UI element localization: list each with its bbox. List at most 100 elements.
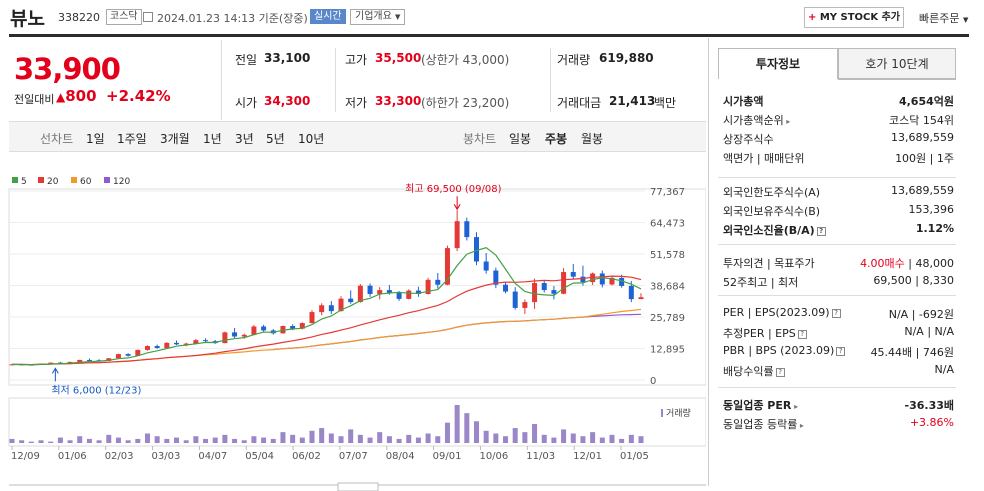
candle-body — [541, 283, 547, 291]
help-icon[interactable]: ? — [836, 347, 846, 356]
x-tick-label: 03/03 — [152, 451, 181, 462]
candle-body — [135, 349, 141, 356]
tab-invest-info[interactable]: 투자정보 — [718, 48, 838, 79]
legend-label: 5 — [21, 177, 27, 187]
volume-bar — [638, 436, 644, 443]
candle-body — [386, 290, 392, 294]
candle-body — [67, 361, 73, 364]
volume-bar — [348, 429, 354, 443]
info-label-text: 투자의견 | 목표주가 — [723, 257, 815, 270]
volume-bar — [454, 405, 460, 443]
x-tick-label: 09/01 — [433, 451, 462, 462]
period-10y[interactable]: 10년 — [298, 132, 325, 146]
candle-body — [425, 279, 431, 295]
help-icon[interactable]: ? — [831, 309, 841, 318]
y-tick-label: 38,684 — [650, 282, 685, 293]
info-value: 153,396 — [909, 203, 955, 216]
period-1y[interactable]: 1년 — [203, 132, 222, 146]
open-label: 시가 — [235, 96, 258, 110]
info-label-text: 시가총액순위 — [723, 114, 784, 127]
candle-body — [328, 305, 334, 312]
tab-order-book[interactable]: 호가 10단계 — [838, 48, 956, 79]
price-plot-frame — [8, 188, 706, 386]
period-5y[interactable]: 5년 — [266, 132, 285, 146]
period-1d[interactable]: 1일 — [86, 132, 105, 146]
info-label: 외국인보유주식수(B) — [723, 203, 820, 219]
volume-bar — [96, 440, 102, 443]
quick-order-button[interactable]: 빠른주문 ▼ — [919, 10, 968, 26]
candle-body — [396, 293, 402, 299]
chart-period-bar — [9, 121, 706, 152]
info-value: -36.33배 — [905, 397, 954, 413]
candle-body — [106, 358, 112, 361]
help-icon[interactable]: ? — [797, 330, 807, 339]
volume-bar — [299, 437, 305, 443]
add-my-stock-button[interactable]: + MY STOCK 추가 — [804, 7, 904, 28]
info-value-text: +3.86% — [909, 416, 954, 429]
info-label-text: 배당수익률 — [723, 365, 774, 378]
y-tick-label: 51,578 — [650, 250, 685, 261]
candle-body — [483, 261, 489, 271]
period-3m[interactable]: 3개월 — [160, 132, 190, 146]
info-label: 시가총액순위 ▸ — [723, 112, 790, 128]
y-tick-label: 25,789 — [650, 313, 685, 324]
info-value-text: 153,396 — [908, 203, 955, 216]
help-icon[interactable]: ? — [816, 227, 826, 236]
price-change-percent: +2.42% — [106, 87, 171, 105]
info-value-highlight: 4.00매수 — [860, 257, 909, 270]
help-icon[interactable]: ? — [775, 368, 785, 377]
volume-bar — [386, 436, 392, 443]
x-tick-label: 12/01 — [573, 451, 602, 462]
candle-body — [164, 342, 170, 348]
info-label-text: 외국인보유주식수(B) — [723, 205, 821, 218]
candle-body — [493, 270, 499, 285]
chevron-right-icon[interactable]: ▸ — [797, 421, 804, 430]
volume-bar — [561, 429, 567, 443]
period-3y[interactable]: 3년 — [235, 132, 254, 146]
amount-unit: 백만 — [654, 96, 677, 110]
volume-bar — [164, 438, 170, 443]
tab-underline — [838, 79, 956, 80]
candle-body — [115, 354, 121, 359]
company-overview-dropdown[interactable]: 기업개요 ▼ — [350, 9, 406, 25]
candle-body — [261, 326, 267, 331]
period-1w[interactable]: 1주일 — [117, 132, 147, 146]
volume-bar — [38, 440, 44, 443]
realtime-badge[interactable]: 실시간 — [310, 9, 346, 24]
info-value: 13,689,559 — [891, 184, 954, 197]
price-chart[interactable]: 77,367 64,473 51,578 38,684 25,789 12,895 0 5 20… — [0, 160, 706, 491]
prev-close-label: 전일 — [235, 53, 258, 67]
candle-daily[interactable]: 일봉 — [509, 132, 532, 146]
candle-monthly[interactable]: 월봉 — [581, 132, 604, 146]
candle-body — [57, 362, 63, 364]
company-overview-label: 기업개요 — [355, 11, 392, 22]
volume-bar — [473, 421, 479, 443]
volume-bar — [619, 438, 625, 443]
candle-body — [357, 285, 363, 303]
volume-bar — [222, 434, 228, 443]
chevron-right-icon[interactable]: ▸ — [783, 117, 791, 126]
y-tick-label: 0 — [650, 376, 656, 387]
line-chart-label: 선차트 — [40, 132, 74, 146]
info-label: PER | EPS(2023.09)? — [723, 306, 841, 319]
plus-icon: + — [807, 12, 817, 23]
min-annotation: 최저 6,000 (12/23) — [51, 384, 141, 396]
volume-bar — [183, 440, 189, 443]
chevron-right-icon[interactable]: ▸ — [791, 402, 799, 411]
volume-legend-label: 거래량 — [666, 407, 691, 419]
volume-bar — [280, 432, 286, 443]
info-label-text: PBR | BPS (2023.09) — [723, 344, 835, 357]
info-label-text: 외국인한도주식수(A) — [723, 186, 821, 199]
candle-body — [319, 305, 325, 313]
chart-resize-handle — [337, 482, 379, 491]
volume-bar — [261, 437, 267, 443]
volume-bar — [512, 428, 518, 443]
candle-body — [299, 323, 305, 329]
info-label-text: 동일업종 PER — [723, 399, 792, 412]
add-my-stock-label: MY STOCK 추가 — [819, 12, 901, 23]
candle-weekly[interactable]: 주봉 — [545, 132, 568, 146]
info-value-text: 69,500 | 8,330 — [873, 274, 954, 287]
volume-bar — [464, 413, 470, 443]
candle-body — [154, 346, 160, 348]
max-annotation: 최고 69,500 (09/08) — [405, 183, 501, 195]
